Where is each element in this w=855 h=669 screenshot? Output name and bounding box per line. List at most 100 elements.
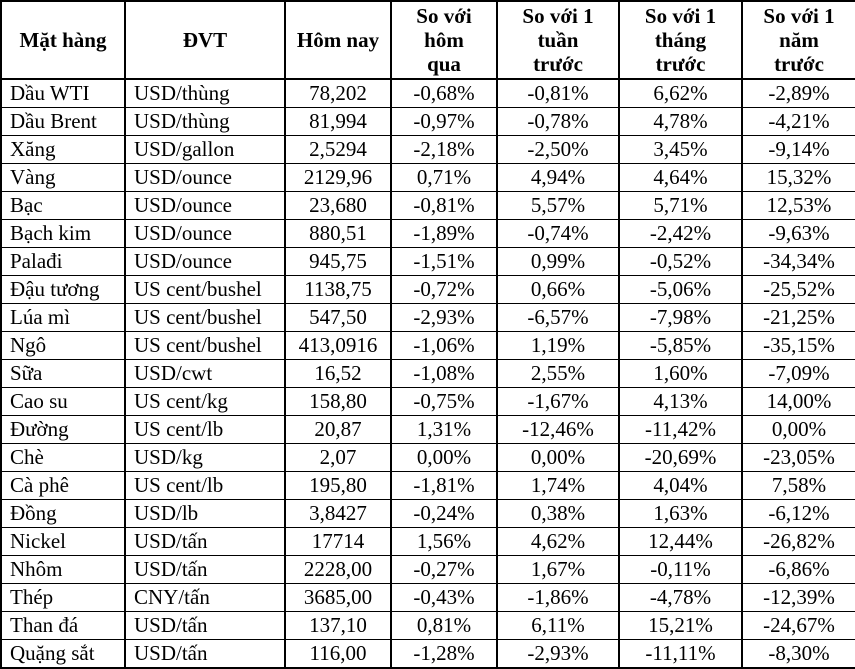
today-price-cell: 23,680 bbox=[284, 191, 392, 220]
column-header-vs-month: So với 1 tháng trước bbox=[618, 0, 743, 80]
commodity-name-cell: Than đá bbox=[0, 611, 126, 640]
table-body: Dầu WTI USD/thùng 78,202 -0,68% -0,81% 6,62% -… bbox=[0, 78, 855, 669]
unit-cell: USD/ounce bbox=[124, 247, 286, 276]
column-header-vs-yesterday: So với hôm qua bbox=[390, 0, 498, 80]
commodity-name-cell: Bạc bbox=[0, 191, 126, 220]
change-vs-year-cell: -12,39% bbox=[741, 583, 855, 612]
commodity-name-cell: Thép bbox=[0, 583, 126, 612]
commodity-name-cell: Đậu tương bbox=[0, 275, 126, 304]
today-price-cell: 158,80 bbox=[284, 387, 392, 416]
change-vs-month-cell: 4,04% bbox=[618, 471, 743, 500]
unit-cell: USD/tấn bbox=[124, 527, 286, 556]
today-price-cell: 16,52 bbox=[284, 359, 392, 388]
table-row: Chè USD/kg 2,07 0,00% 0,00% -20,69% -23,05% bbox=[0, 443, 855, 472]
today-price-cell: 547,50 bbox=[284, 303, 392, 332]
change-vs-week-cell: 2,55% bbox=[496, 359, 620, 388]
change-vs-year-cell: 12,53% bbox=[741, 191, 855, 220]
today-price-cell: 2,5294 bbox=[284, 135, 392, 164]
change-vs-year-cell: 15,32% bbox=[741, 163, 855, 192]
change-vs-month-cell: -7,98% bbox=[618, 303, 743, 332]
change-vs-month-cell: -11,42% bbox=[618, 415, 743, 444]
column-header-unit: ĐVT bbox=[124, 0, 286, 80]
unit-cell: USD/ounce bbox=[124, 219, 286, 248]
table-header: Mặt hàng ĐVT Hôm nay So với hôm qua So với 1… bbox=[0, 0, 855, 80]
table-row: Xăng USD/gallon 2,5294 -2,18% -2,50% 3,45% -9,… bbox=[0, 135, 855, 164]
change-vs-month-cell: 12,44% bbox=[618, 527, 743, 556]
unit-cell: USD/thùng bbox=[124, 107, 286, 136]
today-price-cell: 20,87 bbox=[284, 415, 392, 444]
table-row: Đồng USD/lb 3,8427 -0,24% 0,38% 1,63% -6,12% bbox=[0, 499, 855, 528]
table-row: Bạc USD/ounce 23,680 -0,81% 5,57% 5,71% 12,53% bbox=[0, 191, 855, 220]
today-price-cell: 2129,96 bbox=[284, 163, 392, 192]
change-vs-month-cell: -0,52% bbox=[618, 247, 743, 276]
commodity-name-cell: Đường bbox=[0, 415, 126, 444]
change-vs-yesterday-cell: 1,56% bbox=[390, 527, 498, 556]
unit-cell: USD/lb bbox=[124, 499, 286, 528]
commodity-name-cell: Xăng bbox=[0, 135, 126, 164]
change-vs-month-cell: 6,62% bbox=[618, 78, 743, 108]
column-header-vs-year: So với 1 năm trước bbox=[741, 0, 855, 80]
change-vs-year-cell: -21,25% bbox=[741, 303, 855, 332]
change-vs-week-cell: -1,67% bbox=[496, 387, 620, 416]
commodity-name-cell: Cà phê bbox=[0, 471, 126, 500]
today-price-cell: 880,51 bbox=[284, 219, 392, 248]
change-vs-week-cell: -0,78% bbox=[496, 107, 620, 136]
table-row: Than đá USD/tấn 137,10 0,81% 6,11% 15,21% -24,… bbox=[0, 611, 855, 640]
unit-cell: USD/kg bbox=[124, 443, 286, 472]
unit-cell: USD/gallon bbox=[124, 135, 286, 164]
change-vs-week-cell: -6,57% bbox=[496, 303, 620, 332]
commodity-name-cell: Nickel bbox=[0, 527, 126, 556]
change-vs-yesterday-cell: -1,89% bbox=[390, 219, 498, 248]
change-vs-year-cell: -24,67% bbox=[741, 611, 855, 640]
today-price-cell: 78,202 bbox=[284, 78, 392, 108]
change-vs-yesterday-cell: -1,06% bbox=[390, 331, 498, 360]
change-vs-yesterday-cell: -1,08% bbox=[390, 359, 498, 388]
unit-cell: USD/ounce bbox=[124, 191, 286, 220]
change-vs-yesterday-cell: -2,93% bbox=[390, 303, 498, 332]
unit-cell: USD/thùng bbox=[124, 78, 286, 108]
commodity-name-cell: Vàng bbox=[0, 163, 126, 192]
today-price-cell: 945,75 bbox=[284, 247, 392, 276]
change-vs-year-cell: -9,63% bbox=[741, 219, 855, 248]
unit-cell: US cent/bushel bbox=[124, 331, 286, 360]
commodity-name-cell: Nhôm bbox=[0, 555, 126, 584]
change-vs-month-cell: 1,60% bbox=[618, 359, 743, 388]
change-vs-yesterday-cell: 0,00% bbox=[390, 443, 498, 472]
today-price-cell: 413,0916 bbox=[284, 331, 392, 360]
today-price-cell: 3685,00 bbox=[284, 583, 392, 612]
header-row: Mặt hàng ĐVT Hôm nay So với hôm qua So với 1… bbox=[0, 0, 855, 80]
change-vs-week-cell: -2,50% bbox=[496, 135, 620, 164]
unit-cell: USD/tấn bbox=[124, 555, 286, 584]
change-vs-year-cell: -6,12% bbox=[741, 499, 855, 528]
change-vs-year-cell: -4,21% bbox=[741, 107, 855, 136]
unit-cell: USD/tấn bbox=[124, 611, 286, 640]
table-row: Dầu WTI USD/thùng 78,202 -0,68% -0,81% 6,62% -… bbox=[0, 78, 855, 108]
change-vs-yesterday-cell: -2,18% bbox=[390, 135, 498, 164]
change-vs-yesterday-cell: -1,51% bbox=[390, 247, 498, 276]
today-price-cell: 81,994 bbox=[284, 107, 392, 136]
table-row: Cao su US cent/kg 158,80 -0,75% -1,67% 4,13% 1… bbox=[0, 387, 855, 416]
today-price-cell: 1138,75 bbox=[284, 275, 392, 304]
today-price-cell: 195,80 bbox=[284, 471, 392, 500]
change-vs-year-cell: -7,09% bbox=[741, 359, 855, 388]
change-vs-month-cell: -0,11% bbox=[618, 555, 743, 584]
change-vs-week-cell: 4,62% bbox=[496, 527, 620, 556]
change-vs-month-cell: 3,45% bbox=[618, 135, 743, 164]
table-row: Lúa mì US cent/bushel 547,50 -2,93% -6,57% -7… bbox=[0, 303, 855, 332]
change-vs-year-cell: -23,05% bbox=[741, 443, 855, 472]
change-vs-month-cell: -4,78% bbox=[618, 583, 743, 612]
change-vs-month-cell: -5,06% bbox=[618, 275, 743, 304]
change-vs-month-cell: -20,69% bbox=[618, 443, 743, 472]
change-vs-year-cell: -25,52% bbox=[741, 275, 855, 304]
table-row: Nhôm USD/tấn 2228,00 -0,27% 1,67% -0,11% -6,86… bbox=[0, 555, 855, 584]
today-price-cell: 137,10 bbox=[284, 611, 392, 640]
commodity-name-cell: Palađi bbox=[0, 247, 126, 276]
change-vs-month-cell: -2,42% bbox=[618, 219, 743, 248]
change-vs-year-cell: -2,89% bbox=[741, 78, 855, 108]
table-row: Sữa USD/cwt 16,52 -1,08% 2,55% 1,60% -7,09% bbox=[0, 359, 855, 388]
change-vs-yesterday-cell: -1,81% bbox=[390, 471, 498, 500]
table-row: Thép CNY/tấn 3685,00 -0,43% -1,86% -4,78% -12,… bbox=[0, 583, 855, 612]
table-row: Ngô US cent/bushel 413,0916 -1,06% 1,19% -5,8… bbox=[0, 331, 855, 360]
change-vs-year-cell: -6,86% bbox=[741, 555, 855, 584]
